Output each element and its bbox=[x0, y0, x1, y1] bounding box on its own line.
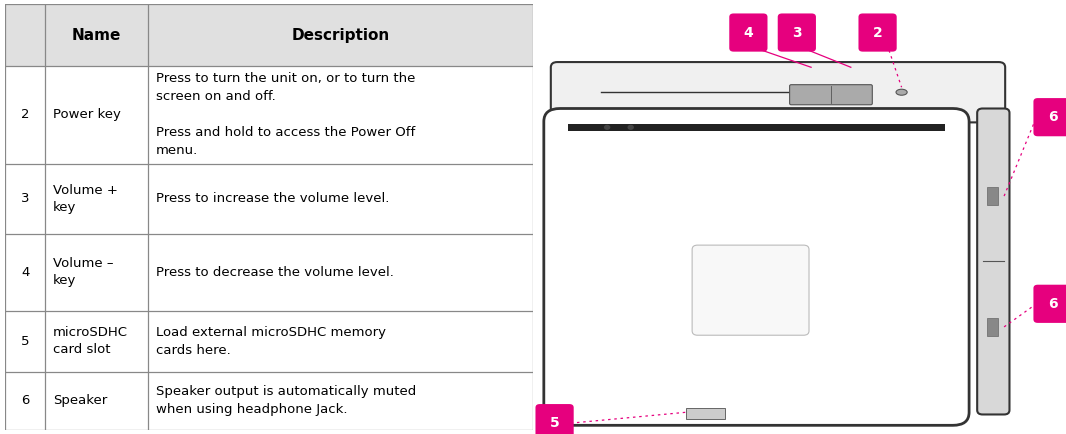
Text: 6: 6 bbox=[21, 395, 29, 408]
Text: Volume +
key: Volume + key bbox=[53, 184, 117, 214]
FancyBboxPatch shape bbox=[1033, 285, 1066, 323]
FancyBboxPatch shape bbox=[858, 13, 897, 52]
Bar bbox=[987, 187, 998, 205]
FancyBboxPatch shape bbox=[551, 62, 1005, 122]
Bar bbox=[685, 408, 725, 419]
Bar bbox=[568, 124, 944, 131]
FancyBboxPatch shape bbox=[544, 108, 969, 425]
Text: 3: 3 bbox=[792, 26, 802, 39]
Ellipse shape bbox=[897, 89, 907, 95]
Text: Speaker output is automatically muted
when using headphone Jack.: Speaker output is automatically muted wh… bbox=[156, 385, 416, 417]
Text: Press to turn the unit on, or to turn the
screen on and off.

Press and hold to : Press to turn the unit on, or to turn th… bbox=[156, 72, 415, 158]
Bar bbox=[987, 318, 998, 336]
Text: Power key: Power key bbox=[53, 108, 120, 122]
FancyBboxPatch shape bbox=[790, 85, 872, 105]
Text: 2: 2 bbox=[21, 108, 30, 122]
Text: 5: 5 bbox=[21, 335, 30, 348]
Text: 2: 2 bbox=[873, 26, 883, 39]
FancyBboxPatch shape bbox=[778, 13, 815, 52]
FancyBboxPatch shape bbox=[692, 245, 809, 335]
Bar bbox=[5, 4, 533, 66]
Text: 6: 6 bbox=[1048, 110, 1057, 124]
Text: Volume –
key: Volume – key bbox=[53, 257, 113, 287]
Text: Name: Name bbox=[71, 28, 122, 43]
Circle shape bbox=[604, 125, 611, 130]
Circle shape bbox=[628, 125, 634, 130]
FancyBboxPatch shape bbox=[1033, 98, 1066, 136]
Text: Description: Description bbox=[291, 28, 389, 43]
FancyBboxPatch shape bbox=[729, 13, 768, 52]
Text: 3: 3 bbox=[21, 192, 30, 205]
Text: 6: 6 bbox=[1048, 297, 1057, 311]
Text: Press to decrease the volume level.: Press to decrease the volume level. bbox=[156, 266, 393, 279]
Text: 4: 4 bbox=[21, 266, 29, 279]
Text: microSDHC
card slot: microSDHC card slot bbox=[53, 326, 128, 356]
Text: Speaker: Speaker bbox=[53, 395, 107, 408]
Text: 4: 4 bbox=[743, 26, 754, 39]
Text: Press to increase the volume level.: Press to increase the volume level. bbox=[156, 192, 389, 205]
FancyBboxPatch shape bbox=[978, 108, 1010, 414]
Text: 5: 5 bbox=[550, 416, 560, 430]
Text: Load external microSDHC memory
cards here.: Load external microSDHC memory cards her… bbox=[156, 326, 386, 357]
FancyBboxPatch shape bbox=[535, 404, 574, 434]
